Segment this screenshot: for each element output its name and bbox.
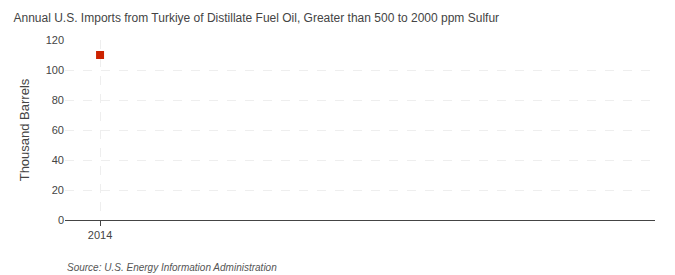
svg-text:100: 100 xyxy=(46,64,64,76)
svg-text:Annual U.S. Imports from Turki: Annual U.S. Imports from Turkiye of Dist… xyxy=(14,11,500,25)
svg-text:40: 40 xyxy=(52,154,64,166)
svg-text:120: 120 xyxy=(46,34,64,46)
svg-text:Thousand Barrels: Thousand Barrels xyxy=(17,78,32,181)
svg-text:60: 60 xyxy=(52,124,64,136)
svg-text:80: 80 xyxy=(52,94,64,106)
svg-text:0: 0 xyxy=(58,214,64,226)
svg-text:2014: 2014 xyxy=(88,229,112,241)
svg-text:Source: U.S. Energy Informatio: Source: U.S. Energy Information Administ… xyxy=(67,262,277,273)
svg-text:20: 20 xyxy=(52,184,64,196)
